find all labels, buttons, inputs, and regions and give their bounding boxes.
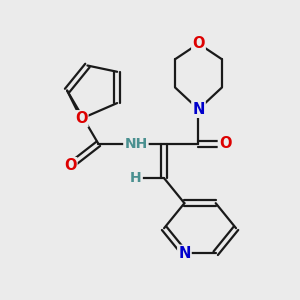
Text: NH: NH xyxy=(124,137,148,151)
Text: O: O xyxy=(219,136,231,151)
Text: N: N xyxy=(178,246,190,261)
Text: O: O xyxy=(75,111,87,126)
Text: O: O xyxy=(192,36,205,51)
Text: H: H xyxy=(130,171,142,185)
Text: O: O xyxy=(64,158,76,173)
Text: N: N xyxy=(192,102,205,117)
